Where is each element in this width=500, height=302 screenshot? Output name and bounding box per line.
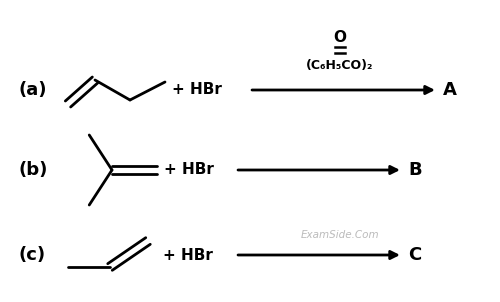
Text: (b): (b) <box>18 161 48 179</box>
Text: ExamSide.Com: ExamSide.Com <box>300 230 380 240</box>
Text: O: O <box>334 31 346 46</box>
Text: C: C <box>408 246 421 264</box>
Text: A: A <box>443 81 457 99</box>
Text: B: B <box>408 161 422 179</box>
Text: + HBr: + HBr <box>164 162 214 178</box>
Text: (c): (c) <box>18 246 45 264</box>
Text: + HBr: + HBr <box>172 82 222 98</box>
Text: (C₆H₅CO)₂: (C₆H₅CO)₂ <box>306 59 374 72</box>
Text: + HBr: + HBr <box>163 248 213 262</box>
Text: (a): (a) <box>18 81 46 99</box>
